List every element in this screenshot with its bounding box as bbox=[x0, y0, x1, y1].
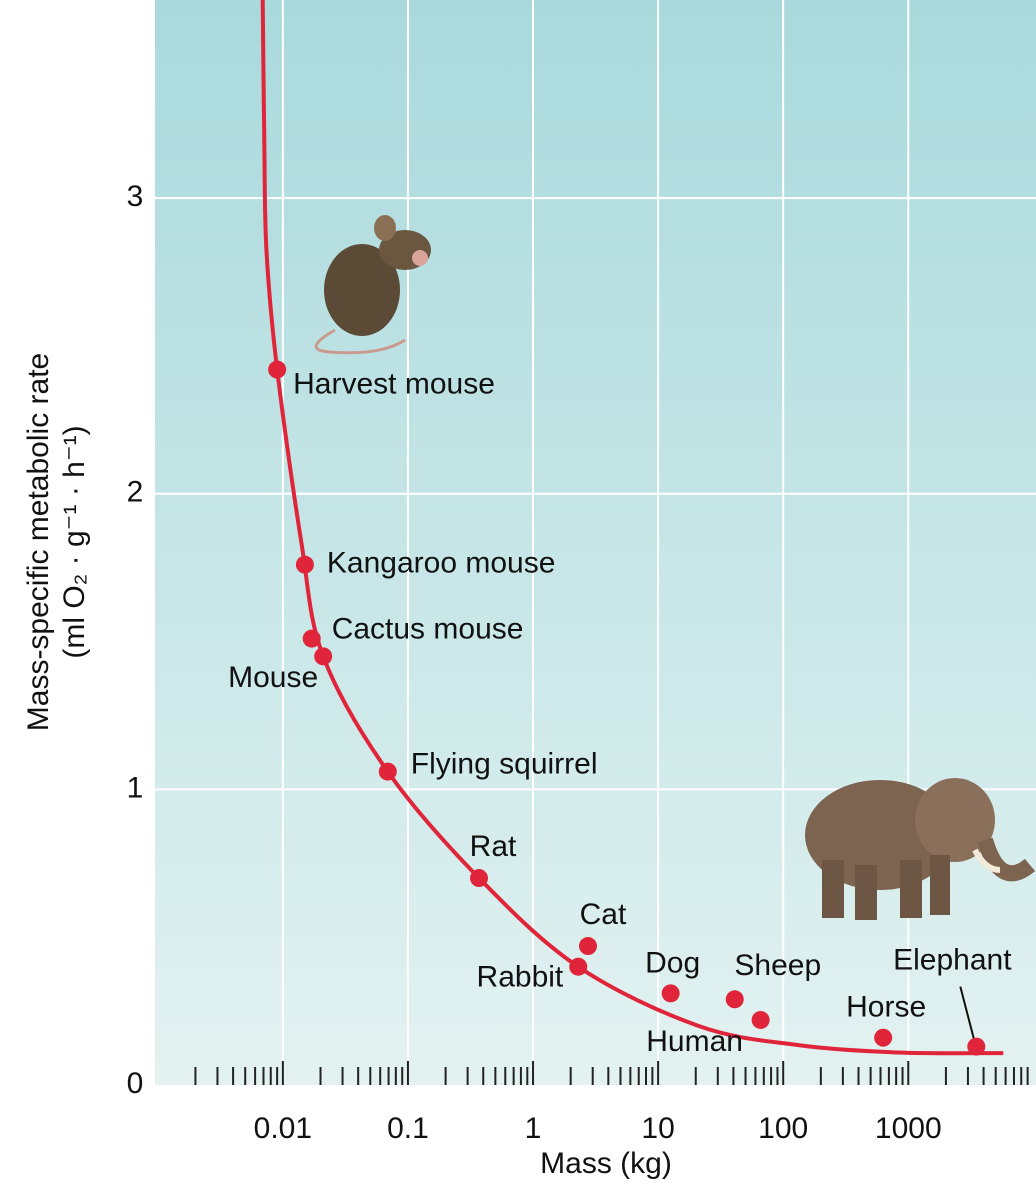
point-label: Human bbox=[646, 1025, 743, 1058]
y-axis-title: (ml O₂ · g⁻¹ · h⁻¹) bbox=[58, 425, 91, 658]
data-point bbox=[303, 630, 321, 648]
data-point bbox=[662, 984, 680, 1002]
x-tick-label: 0.1 bbox=[387, 1112, 429, 1145]
point-label: Mouse bbox=[228, 661, 318, 694]
data-point bbox=[726, 990, 744, 1008]
x-tick-label: 1 bbox=[525, 1112, 542, 1145]
data-point bbox=[569, 958, 587, 976]
data-point bbox=[470, 869, 488, 887]
point-label: Flying squirrel bbox=[411, 748, 598, 781]
point-label: Rat bbox=[470, 830, 517, 863]
point-label: Rabbit bbox=[477, 961, 564, 994]
data-point bbox=[752, 1011, 770, 1029]
data-point bbox=[579, 937, 597, 955]
point-label: Sheep bbox=[734, 949, 821, 982]
y-tick-label: 1 bbox=[127, 771, 144, 804]
data-point bbox=[967, 1038, 985, 1056]
point-label: Elephant bbox=[893, 943, 1012, 976]
x-tick-label: 10 bbox=[641, 1112, 674, 1145]
point-label: Kangaroo mouse bbox=[327, 547, 556, 580]
y-tick-label: 2 bbox=[127, 476, 144, 509]
y-tick-label: 0 bbox=[127, 1067, 144, 1100]
x-axis-title: Mass (kg) bbox=[540, 1147, 672, 1180]
page: 0 1 2 3 0.01 0.1 1 10 100 1000 Harvest mouse Kanga… bbox=[0, 0, 1036, 1191]
point-label: Dog bbox=[645, 946, 700, 979]
point-label: Cactus mouse bbox=[332, 613, 524, 646]
data-point bbox=[296, 556, 314, 574]
data-point bbox=[379, 763, 397, 781]
x-tick-label: 100 bbox=[758, 1112, 808, 1145]
point-label: Cat bbox=[580, 898, 627, 931]
point-label: Harvest mouse bbox=[293, 367, 495, 400]
y-axis-title: Mass-specific metabolic rate bbox=[22, 353, 55, 731]
x-tick-label: 1000 bbox=[875, 1112, 942, 1145]
point-label: Horse bbox=[846, 991, 926, 1024]
data-point bbox=[268, 361, 286, 379]
y-tick-label: 3 bbox=[127, 180, 144, 213]
data-point bbox=[874, 1029, 892, 1047]
chart: 0 1 2 3 0.01 0.1 1 10 100 1000 Harvest mouse Kanga… bbox=[0, 0, 1036, 1191]
x-tick-label: 0.01 bbox=[254, 1112, 312, 1145]
